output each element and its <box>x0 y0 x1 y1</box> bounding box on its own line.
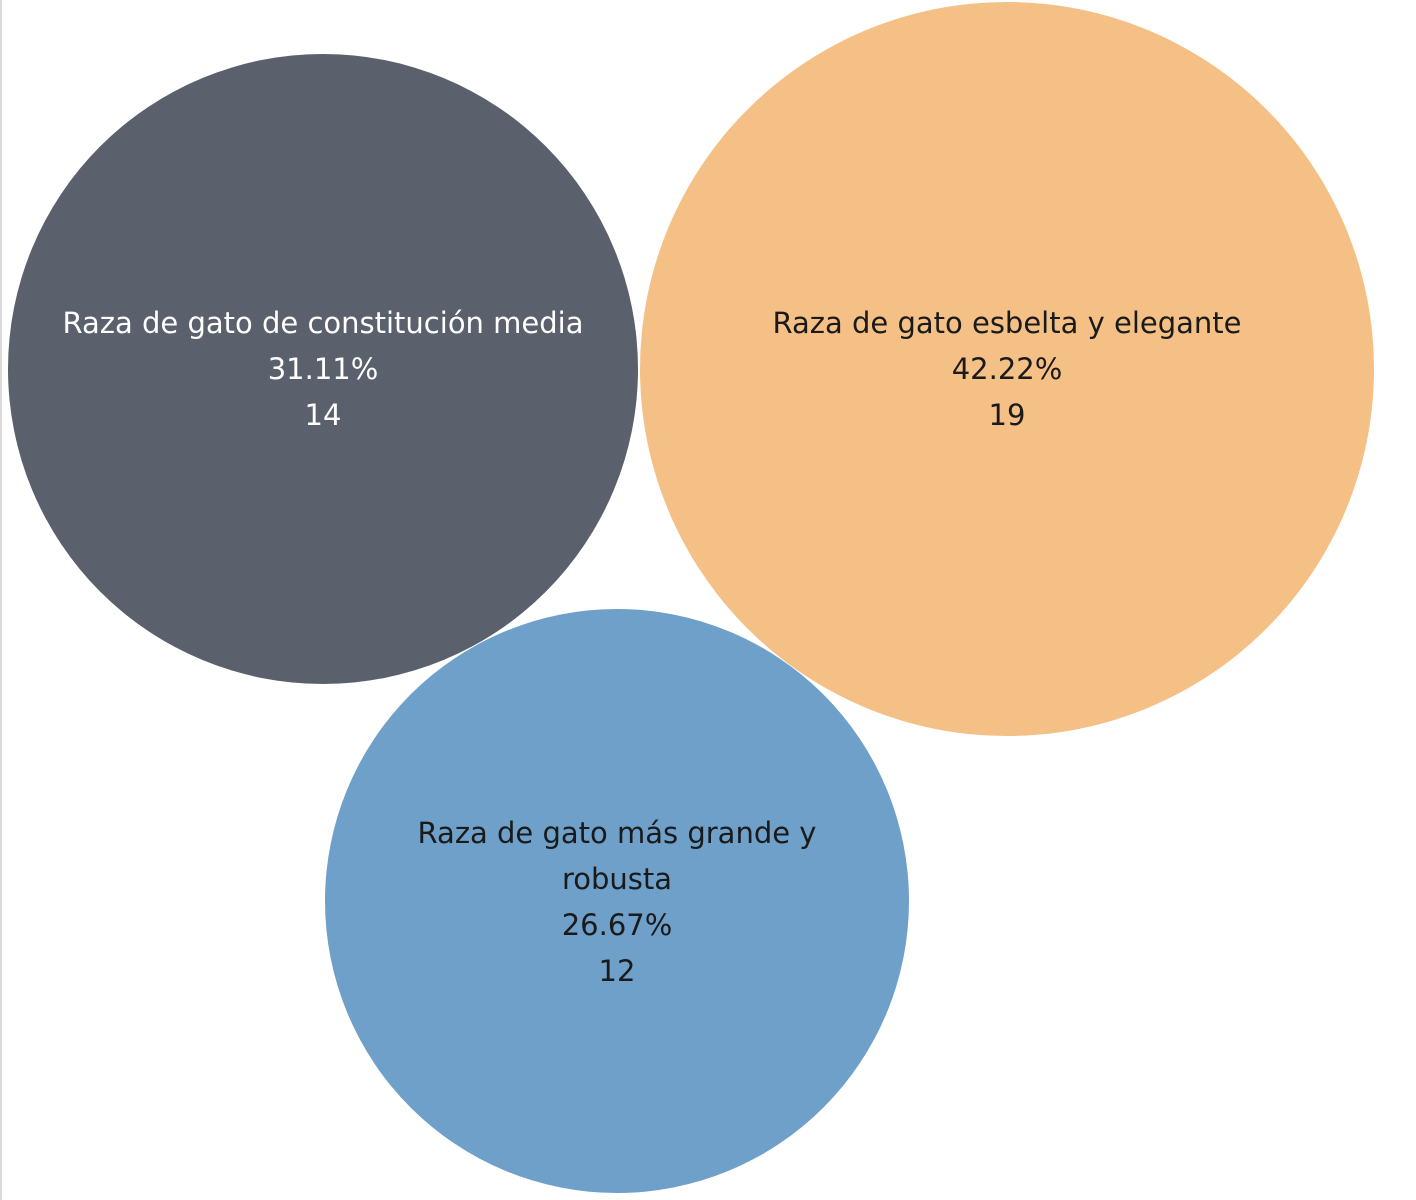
left-border <box>0 0 2 1200</box>
bubble-media-name-line-1: Raza de gato de constitución media <box>63 306 584 340</box>
bubble-media-circle[interactable] <box>8 54 638 684</box>
bubble-robusta[interactable]: Raza de gato más grande y robusta 26.67% 12 <box>325 609 909 1193</box>
bubble-esbelta[interactable]: Raza de gato esbelta y elegante 42.22% 19 <box>640 2 1374 736</box>
bubble-esbelta-count: 19 <box>989 398 1026 432</box>
bubble-media[interactable]: Raza de gato de constitución media 31.11%… <box>8 54 638 684</box>
bubble-media-count: 14 <box>305 398 342 432</box>
bubble-esbelta-circle[interactable] <box>640 2 1374 736</box>
bubble-media-percent: 31.11% <box>268 352 379 386</box>
bubble-robusta-circle[interactable] <box>325 609 909 1193</box>
bubble-robusta-name-line-1: Raza de gato más grande y <box>418 816 817 850</box>
bubble-robusta-name-line-2: robusta <box>562 862 672 896</box>
bubble-robusta-count: 12 <box>599 954 636 988</box>
bubble-esbelta-name-line-1: Raza de gato esbelta y elegante <box>773 306 1242 340</box>
bubble-robusta-percent: 26.67% <box>562 908 673 942</box>
bubble-esbelta-percent: 42.22% <box>952 352 1063 386</box>
